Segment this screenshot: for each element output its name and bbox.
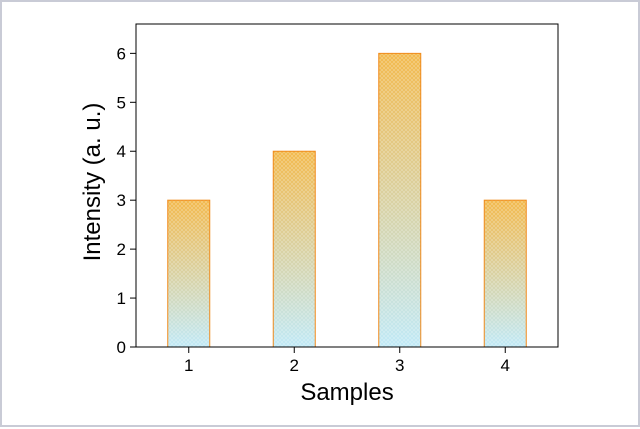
x-tick-label: 3 — [395, 356, 404, 375]
x-tick-label: 1 — [184, 356, 193, 375]
y-axis-label: Intensity (a. u.) — [79, 103, 106, 262]
y-tick-label: 3 — [117, 191, 126, 210]
x-tick-label: 2 — [290, 356, 299, 375]
y-tick-label: 2 — [117, 240, 126, 259]
bar-outline-4 — [483, 199, 527, 348]
y-tick-label: 6 — [117, 44, 126, 63]
y-tick-label: 0 — [117, 338, 126, 357]
bar-outline-2 — [272, 150, 316, 348]
y-tick-label: 5 — [117, 93, 126, 112]
plot-border — [135, 23, 559, 348]
y-tick-label: 4 — [117, 142, 126, 161]
bar-outline-3 — [378, 52, 422, 348]
y-tick-label: 1 — [117, 289, 126, 308]
x-axis-label: Samples — [300, 379, 393, 406]
bar-outline-1 — [167, 199, 211, 348]
x-tick-label: 4 — [501, 356, 510, 375]
